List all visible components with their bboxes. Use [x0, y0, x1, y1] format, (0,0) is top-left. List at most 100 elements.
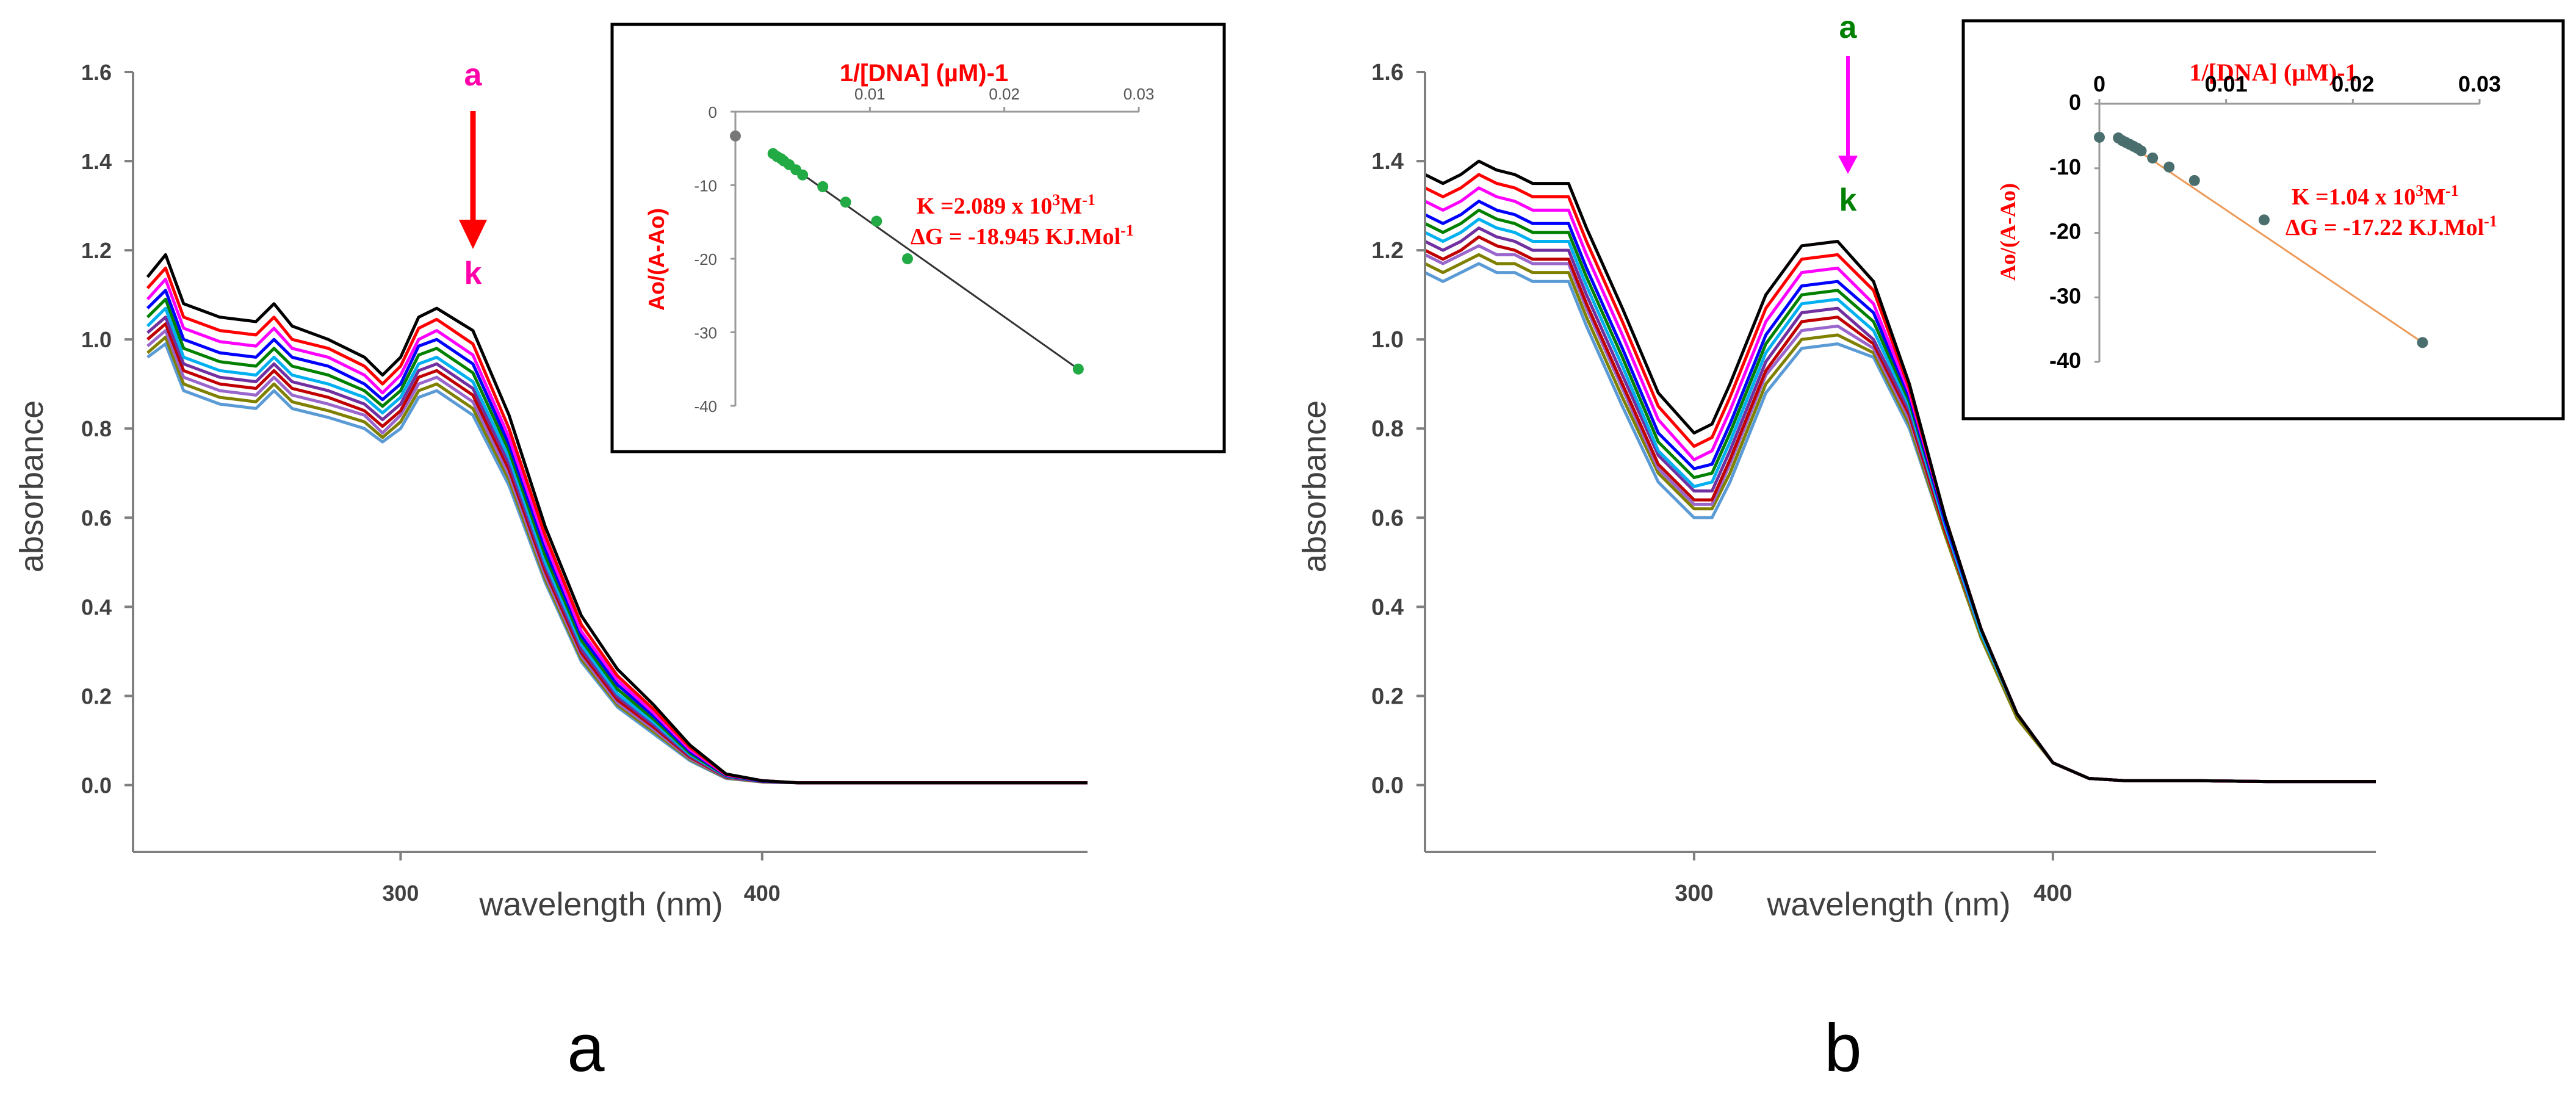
- panel-a-inset-points: [730, 130, 1084, 375]
- panel-a-series-group: [146, 253, 1088, 785]
- panel-b-inset-point: [2417, 337, 2428, 348]
- panel-a-inset-point: [840, 197, 851, 208]
- panel-b-x-label: wavelength (nm): [1766, 886, 2010, 923]
- panel-b-y-tick-label: 0.4: [1371, 594, 1404, 620]
- panel-b-y-tick-label: 0.2: [1371, 684, 1404, 709]
- panel-b-inset-x-tick-label: 0.02: [2331, 71, 2374, 96]
- panel-label-b: b: [1824, 1011, 1861, 1086]
- panel-b-inset-ticks: 0 -10 -20 -30 -40 0 0.01 0.02 0.03: [2049, 71, 2501, 373]
- panel-b-inset-x-tick-label: 0: [2093, 71, 2105, 96]
- panel-b-inset-y-tick-label: -10: [2049, 154, 2081, 179]
- panel-b-inset-title: 1/[DNA] (µM)-1: [2189, 59, 2357, 86]
- panel-b-y-tick-label: 0.0: [1371, 773, 1404, 798]
- panel-b-arrow-head-icon: [1838, 156, 1858, 174]
- panel-b-x-tick-label: 400: [2033, 881, 2072, 906]
- panel-a-inset-point: [871, 215, 882, 227]
- panel-a-series-a: [146, 253, 1088, 785]
- panel-a-inset-annotation-g: ΔG = -18.945 KJ.Mol-1: [911, 222, 1134, 250]
- panel-a-annotation-k-unit: M: [1060, 193, 1082, 219]
- panel-a-annotation-k-unit-exp: -1: [1082, 191, 1095, 209]
- panel-b-annotation-k-unit: M: [2423, 184, 2445, 210]
- panel-a-inset-y-tick-label: -20: [694, 250, 717, 269]
- panel-b-inset-y-label: Ao/(A-Ao): [1996, 183, 2020, 281]
- panel-a-y-ticks: 0.0 0.2 0.4 0.6 0.8 1.0 1.2 1.4 1.6: [81, 60, 133, 798]
- panel-a-chart: 0.0 0.2 0.4 0.6 0.8 1.0 1.2 1.4 1.6 300 400 absor…: [13, 23, 1226, 923]
- panel-a-inset-x-tick-label: 0.02: [989, 85, 1020, 103]
- panel-a-inset-y-tick-label: -30: [694, 324, 717, 342]
- panel-b-y-tick-label: 0.6: [1371, 505, 1404, 531]
- panel-b-inset-y-tick-label: -40: [2049, 348, 2081, 373]
- panel-b-series-a: [1424, 159, 2376, 784]
- panel-b-inset-x-tick-label: 0.01: [2205, 71, 2248, 96]
- panel-b-x-tick-label: 300: [1675, 881, 1713, 906]
- panel-a-x-tick-label: 300: [382, 881, 419, 906]
- panel-b-y-tick-label: 1.6: [1371, 60, 1404, 85]
- panel-a-x-label: wavelength (nm): [478, 886, 723, 923]
- panel-b-inset-point: [2163, 161, 2175, 173]
- panel-b-y-tick-label: 1.2: [1371, 238, 1404, 264]
- panel-a-y-tick-label: 0.8: [81, 416, 112, 441]
- panel-b-annotation-k-text: K =1.04 x 10: [2292, 184, 2415, 210]
- panel-a-inset-point: [730, 130, 741, 142]
- panel-a-inset-x-tick-label: 0.01: [854, 85, 886, 103]
- panel-a-y-tick-label: 0.4: [81, 594, 112, 619]
- panel-b-y-label: absorbance: [1296, 400, 1333, 572]
- panel-a-inset-y-tick-label: -40: [694, 397, 717, 416]
- panel-a-y-tick-label: 1.6: [81, 60, 112, 85]
- panel-a-annotation-g-exp: -1: [1120, 222, 1134, 239]
- panel-a-y-label: absorbance: [13, 400, 50, 572]
- panel-a-x-tick-label: 400: [744, 881, 781, 906]
- panel-b-inset-point: [2135, 145, 2147, 157]
- panel-a-y-tick-label: 1.4: [81, 149, 112, 174]
- panel-b-inset-point: [2147, 152, 2159, 164]
- panel-b-chart: 0.0 0.2 0.4 0.6 0.8 1.0 1.2 1.4 1.6 300 400 absor…: [1296, 10, 2565, 923]
- panel-b-y-ticks: 0.0 0.2 0.4 0.6 0.8 1.0 1.2 1.4 1.6: [1371, 60, 1425, 798]
- panel-b-inset-annotation-k: K =1.04 x 103M-1: [2292, 182, 2459, 210]
- panel-a-inset-y-label: Ao/(A-Ao): [644, 208, 669, 311]
- panel-b-y-tick-label: 1.4: [1371, 149, 1404, 175]
- panel-b-inset-point: [2258, 214, 2270, 226]
- panel-a-inset-point: [1072, 363, 1084, 375]
- panel-a-inset-title: 1/[DNA] (µM)-1: [840, 60, 1008, 87]
- panel-a-annotation-g-text: ΔG = -18.945 KJ.Mol: [911, 224, 1120, 250]
- panel-a-arrow-bottom-label: k: [464, 256, 482, 291]
- panel-b-inset-point: [2094, 131, 2105, 143]
- panel-b-annotation-g-exp: -1: [2484, 212, 2497, 230]
- panel-a-y-tick-label: 1.0: [81, 327, 112, 352]
- panel-a-y-tick-label: 1.2: [81, 238, 112, 263]
- panel-b-inset: 1/[DNA] (µM)-1 0 -10 -20 -30 -40 0 0.01 0.02 0.0…: [1961, 19, 2565, 420]
- panel-b-series-group: [1424, 159, 2376, 784]
- panel-b-inset-title-text: 1/[DNA] (µM)-1: [2189, 59, 2357, 86]
- panel-b-inset-x-tick-label: 0.03: [2458, 71, 2501, 96]
- panel-b-inset-y-tick-label: -20: [2049, 219, 2081, 244]
- panel-b-y-tick-label: 1.0: [1371, 327, 1404, 353]
- panel-a-annotation-k-exp: 3: [1052, 191, 1060, 209]
- panel-b-inset-annotation-g: ΔG = -17.22 KJ.Mol-1: [2286, 212, 2497, 240]
- panel-a-inset-title-text: 1/[DNA] (µM)-1: [840, 60, 1008, 87]
- panel-a-y-tick-label: 0.0: [81, 773, 112, 798]
- panel-b-x-ticks: 300 400: [1675, 852, 2073, 906]
- panel-b-arrow-bottom-label: k: [1839, 182, 1857, 218]
- panel-a-y-tick-label: 0.2: [81, 684, 112, 709]
- panel-a-annotation-k-text: K =2.089 x 10: [917, 193, 1052, 219]
- panel-b-annotation-k-unit-exp: -1: [2445, 182, 2459, 200]
- panel-label-a: a: [567, 1011, 605, 1086]
- panel-a-inset-point: [902, 253, 914, 264]
- panel-a-arrow-head-icon: [459, 220, 487, 249]
- panel-b-annotation-k-exp: 3: [2415, 182, 2423, 200]
- panel-a-inset: 1/[DNA] (µM)-1 0 -10 -20 -30 -40 0.01 0.02 0.03…: [610, 23, 1226, 453]
- panel-a-inset-y-tick-label: -10: [694, 177, 717, 195]
- panel-a-inset-point: [797, 169, 809, 181]
- panel-b-inset-points: [2094, 131, 2428, 348]
- panel-a-inset-point: [817, 181, 829, 192]
- panel-a-inset-y-tick-label: 0: [709, 103, 717, 121]
- panel-a-arrow-top-label: a: [464, 57, 483, 93]
- panel-b-annotation-g-text: ΔG = -17.22 KJ.Mol: [2286, 215, 2484, 240]
- panel-b-y-tick-label: 0.8: [1371, 416, 1404, 442]
- panel-a-inset-frame: [610, 23, 1226, 453]
- panel-a-inset-annotation-k: K =2.089 x 103M-1: [917, 191, 1095, 219]
- panel-a-x-ticks: 300 400: [382, 852, 781, 906]
- panel-a-inset-x-tick-label: 0.03: [1124, 85, 1155, 103]
- panel-b-inset-y-tick-label: -30: [2049, 283, 2081, 308]
